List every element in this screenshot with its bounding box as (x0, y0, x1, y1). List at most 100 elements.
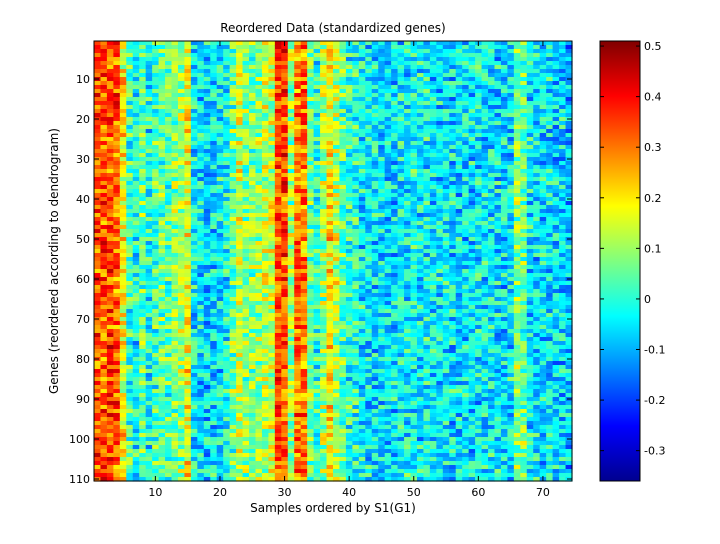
heatmap-cell (216, 89, 224, 94)
heatmap-cell (106, 253, 114, 258)
heatmap-cell (274, 193, 282, 198)
heatmap-cell (145, 141, 153, 146)
heatmap-cell (333, 153, 341, 158)
heatmap-cell (307, 353, 315, 358)
heatmap-cell (158, 249, 166, 254)
heatmap-cell (371, 149, 379, 154)
heatmap-cell (165, 145, 173, 150)
heatmap-cell (371, 325, 379, 330)
heatmap-cell (126, 233, 134, 238)
heatmap-cell (106, 441, 114, 446)
heatmap-cell (229, 129, 237, 134)
heatmap-cell (242, 421, 250, 426)
heatmap-cell (113, 177, 121, 182)
heatmap-cell (100, 85, 108, 90)
heatmap-cell (371, 213, 379, 218)
heatmap-cell (339, 417, 347, 422)
heatmap-cell (171, 349, 179, 354)
heatmap-cell (294, 241, 302, 246)
heatmap-cell (190, 69, 198, 74)
heatmap-cell (223, 369, 231, 374)
heatmap-cell (197, 373, 205, 378)
heatmap-cell (100, 341, 108, 346)
heatmap-cell (106, 393, 114, 398)
heatmap-cell (165, 269, 173, 274)
heatmap-cell (358, 441, 366, 446)
heatmap-cell (145, 389, 153, 394)
heatmap-cell (229, 253, 237, 258)
heatmap-cell (352, 449, 360, 454)
heatmap-cell (345, 357, 353, 362)
heatmap-cell (145, 369, 153, 374)
heatmap-cell (203, 289, 211, 294)
heatmap-cell (378, 117, 386, 122)
heatmap-cell (106, 401, 114, 406)
heatmap-cell (358, 285, 366, 290)
heatmap-cell (365, 257, 373, 262)
heatmap-cell (281, 213, 289, 218)
heatmap-cell (358, 249, 366, 254)
heatmap-cell (274, 241, 282, 246)
heatmap-cell (249, 365, 257, 370)
heatmap-cell (378, 321, 386, 326)
heatmap-cell (352, 325, 360, 330)
heatmap-cell (268, 97, 276, 102)
heatmap-cell (313, 237, 321, 242)
heatmap-cell (132, 65, 140, 70)
heatmap-cell (210, 205, 218, 210)
heatmap-cell (365, 309, 373, 314)
heatmap-cell (210, 321, 218, 326)
heatmap-cell (113, 249, 121, 254)
heatmap-cell (126, 421, 134, 426)
heatmap-cell (165, 265, 173, 270)
heatmap-cell (313, 325, 321, 330)
heatmap-cell (274, 473, 282, 478)
heatmap-cell (307, 449, 315, 454)
heatmap-cell (126, 113, 134, 118)
heatmap-cell (300, 369, 308, 374)
heatmap-cell (326, 409, 334, 414)
heatmap-cell (320, 389, 328, 394)
heatmap-cell (307, 349, 315, 354)
heatmap-cell (132, 221, 140, 226)
heatmap-cell (171, 429, 179, 434)
heatmap-cell (274, 173, 282, 178)
heatmap-cell (190, 85, 198, 90)
heatmap-cell (171, 309, 179, 314)
heatmap-cell (216, 185, 224, 190)
heatmap-cell (268, 129, 276, 134)
heatmap-cell (190, 425, 198, 430)
heatmap-cell (126, 313, 134, 318)
heatmap-cell (139, 249, 147, 254)
heatmap-cell (261, 345, 270, 350)
heatmap-cell (268, 49, 276, 54)
heatmap-cell (326, 41, 334, 46)
heatmap-cell (190, 221, 198, 226)
heatmap-cell (158, 113, 166, 118)
heatmap-cell (158, 129, 166, 134)
heatmap-cell (261, 237, 270, 242)
heatmap-cell (158, 177, 166, 182)
heatmap-cell (378, 229, 386, 234)
heatmap-cell (287, 189, 295, 194)
heatmap-cell (190, 193, 198, 198)
heatmap-cell (177, 385, 186, 390)
heatmap-cell (326, 445, 334, 450)
heatmap-cell (365, 297, 373, 302)
heatmap-cell (249, 141, 257, 146)
heatmap-cell (223, 349, 231, 354)
heatmap-cell (223, 165, 231, 170)
heatmap-cell (184, 205, 192, 210)
heatmap-cell (358, 269, 366, 274)
heatmap-cell (203, 137, 211, 142)
heatmap-cell (152, 81, 160, 86)
heatmap-cell (132, 165, 140, 170)
heatmap-cell (378, 241, 386, 246)
heatmap-cell (371, 125, 379, 130)
heatmap-cell (352, 193, 360, 198)
heatmap-cell (352, 329, 360, 334)
heatmap-cell (313, 185, 321, 190)
heatmap-cell (165, 397, 173, 402)
heatmap-cell (255, 237, 263, 242)
heatmap-cell (307, 125, 315, 130)
